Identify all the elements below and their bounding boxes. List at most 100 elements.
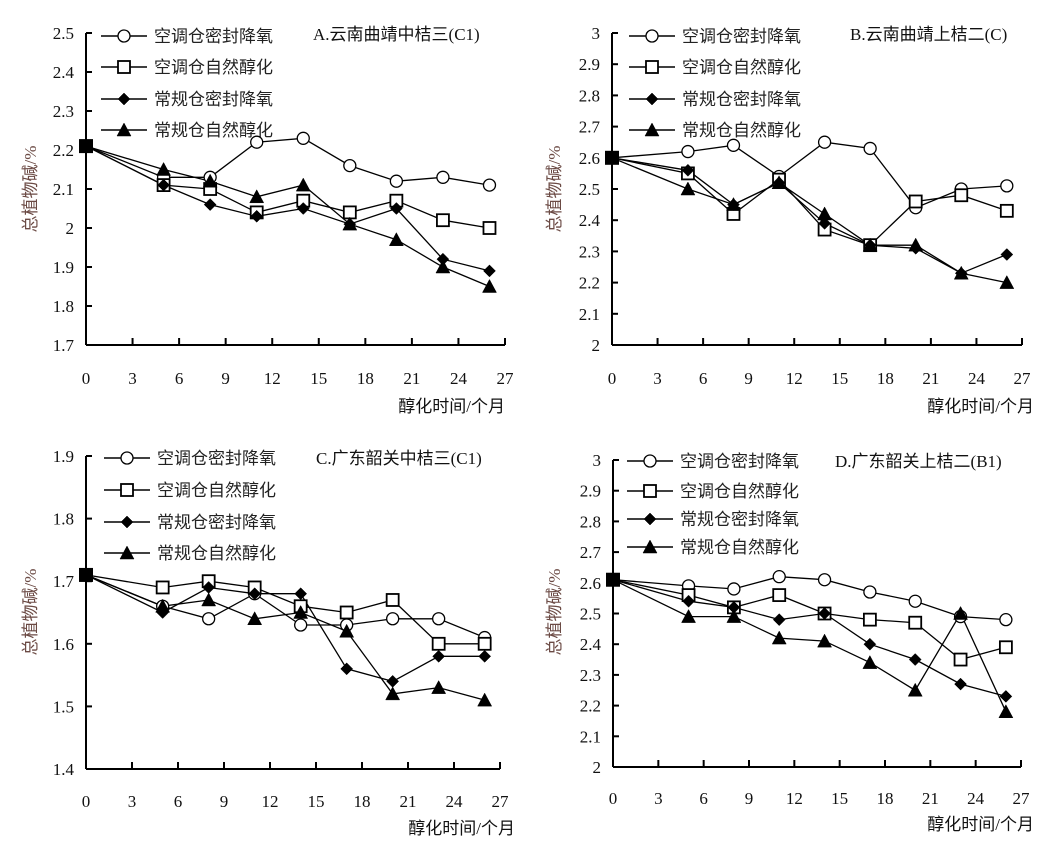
data-point (432, 649, 446, 663)
legend-item: 常规仓自然醇化 (101, 121, 273, 140)
x-tick-label: 18 (354, 792, 371, 811)
x-tick-label: 9 (220, 792, 229, 811)
data-point (385, 686, 401, 701)
y-axis-label: 总植物碱/% (545, 569, 564, 656)
data-point (79, 139, 93, 154)
data-point (726, 197, 741, 211)
legend-item: 空调仓自然醇化 (104, 481, 276, 500)
legend-marker-triangle-filled-icon (644, 122, 660, 137)
data-point (862, 237, 878, 252)
data-point (1000, 179, 1014, 193)
x-axis-label: 醇化时间/个月 (927, 815, 1034, 834)
data-point (436, 170, 450, 184)
series-2 (611, 157, 1008, 274)
data-point (726, 138, 741, 152)
x-tick-label: 15 (308, 792, 325, 811)
data-point (681, 609, 696, 623)
y-tick-label: 2.7 (580, 543, 602, 562)
data-point (202, 612, 216, 626)
y-tick-label: 2.4 (579, 211, 601, 230)
y-tick-label: 1.9 (53, 447, 74, 466)
data-point (342, 216, 358, 231)
legend-marker-circle-open-icon (645, 29, 659, 43)
data-point (605, 150, 619, 165)
series-1-markers (681, 588, 1013, 667)
x-tick-label: 27 (492, 792, 510, 811)
data-point (389, 174, 404, 188)
x-tick-label: 15 (310, 369, 327, 388)
data-point (862, 655, 878, 669)
data-point (817, 633, 832, 648)
data-point (482, 221, 497, 235)
data-point (250, 135, 264, 149)
x-tick-label: 15 (831, 369, 848, 388)
legend-label: 常规仓自然醇化 (157, 544, 276, 563)
x-tick-label: 27 (1014, 369, 1032, 388)
legend-label: 常规仓密封降氧 (680, 510, 799, 529)
data-point (436, 213, 450, 228)
x-tick-label: 9 (221, 369, 230, 388)
panel-title: C.广东韶关中桔三(C1) (316, 449, 482, 468)
y-tick-label: 2 (593, 758, 602, 777)
x-tick-label: 6 (699, 369, 708, 388)
data-point (817, 135, 832, 149)
legend-marker-diamond-filled-icon (643, 512, 657, 526)
x-tick-label: 18 (357, 369, 374, 388)
data-point (908, 194, 923, 209)
data-point (999, 203, 1014, 218)
legend-label: 空调仓密封降氧 (682, 27, 801, 46)
x-tick-label: 0 (82, 369, 91, 388)
data-point (247, 611, 263, 626)
x-tick-label: 6 (699, 789, 708, 808)
series-1 (85, 574, 485, 645)
legend-marker-diamond-filled-icon (645, 92, 659, 106)
data-point (727, 582, 741, 596)
series-2 (85, 574, 485, 683)
data-point (477, 692, 493, 707)
series-line (85, 137, 490, 186)
y-tick-label: 2.5 (580, 605, 601, 624)
x-tick-label: 0 (609, 789, 618, 808)
x-tick-label: 3 (654, 789, 663, 808)
data-point (343, 158, 357, 173)
x-tick-label: 21 (922, 369, 939, 388)
series-2-markers (156, 581, 492, 688)
legend-marker-triangle-filled-icon (116, 122, 132, 137)
chart-panel-c: 1.4 1.5 1.6 1.7 1.8 1.9 0 3 6 9 12 15 18 21 24 27 醇化时间/个… (21, 447, 515, 838)
series-line (612, 579, 1007, 661)
data-point (999, 275, 1015, 289)
data-point (157, 178, 170, 192)
data-point (249, 189, 265, 204)
y-tick-label: 1.7 (53, 336, 75, 355)
data-point (863, 141, 877, 156)
chart-panel-b: 2 2.1 2.2 2.3 2.4 2.5 2.6 2.7 2.8 2.9 3 0 3 6 9 12 15 18 2… (545, 24, 1034, 416)
data-point (998, 640, 1013, 655)
data-point (202, 173, 218, 188)
legend-marker-triangle-filled-icon (119, 545, 135, 560)
chart-panel-a: 1.7 1.8 1.9 2 2.1 2.2 2.3 2.4 2.5 0 3 6 9 12 15 18 21 24 2… (21, 24, 514, 416)
x-tick-label: 27 (1013, 789, 1031, 808)
data-point (863, 585, 877, 599)
data-point (432, 612, 446, 626)
data-point (953, 652, 968, 667)
data-point (726, 609, 742, 623)
legend-label: 常规仓密封降氧 (157, 513, 276, 532)
y-tick-label: 2.4 (580, 635, 602, 654)
x-axis-label: 醇化时间/个月 (927, 397, 1034, 416)
legend-label: 空调仓密封降氧 (154, 27, 273, 46)
legend-item: 常规仓密封降氧 (104, 513, 276, 532)
x-tick-label: 12 (264, 369, 281, 388)
series-line (611, 157, 1008, 274)
x-tick-label: 3 (128, 369, 137, 388)
series-line (612, 579, 1007, 698)
legend-marker-diamond-filled-icon (117, 92, 131, 106)
legend-marker-circle-open-icon (120, 451, 134, 465)
y-tick-label: 2.8 (579, 86, 600, 105)
series-line (85, 145, 490, 288)
y-tick-label: 1.8 (53, 297, 74, 316)
legend-item: 空调仓自然醇化 (627, 482, 799, 501)
x-tick-label: 18 (877, 369, 894, 388)
y-tick-label: 3 (592, 24, 601, 43)
series-line (611, 157, 1007, 284)
